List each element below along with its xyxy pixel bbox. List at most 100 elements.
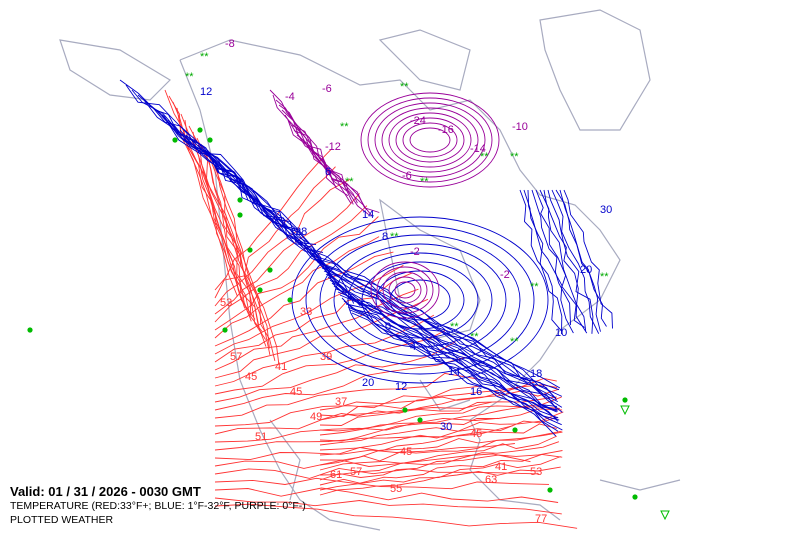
contour-label: 14 (448, 366, 460, 378)
warm-isotherm (214, 503, 578, 529)
contour-label: 37 (335, 396, 347, 408)
cold-isotherm (155, 109, 322, 259)
rain-dot-icon (267, 267, 273, 273)
snow-icon: ** (530, 281, 539, 293)
snow-icon: ** (510, 151, 519, 163)
rain-dot-icon (197, 127, 203, 133)
warm-isotherm (214, 341, 456, 403)
cold-isotherm (563, 189, 613, 329)
contour-label: 63 (485, 474, 497, 486)
contour-label: 16 (470, 386, 482, 398)
warm-isotherm (214, 497, 562, 515)
warm-isotherm (214, 372, 478, 419)
warm-isotherm (319, 456, 561, 491)
contour-label: 45 (245, 371, 257, 383)
warm-isotherm (204, 149, 270, 349)
frigid-isotherm (275, 99, 349, 196)
snow-icon: ** (480, 151, 489, 163)
contour-label: 10 (555, 327, 567, 339)
contour-label: 30 (440, 421, 452, 433)
cold-isotherm (543, 189, 587, 331)
shower-icon (620, 405, 630, 416)
cold-isotherm (125, 84, 301, 231)
shower-icon (660, 510, 670, 521)
coastline (469, 419, 561, 521)
warm-isotherm (319, 416, 559, 451)
contour-labels: 5357453937453341495155576145635377454112… (200, 38, 612, 525)
warm-isotherm (208, 155, 271, 355)
contour-label: 45 (400, 446, 412, 458)
warm-isotherm (214, 385, 480, 427)
rain-dot-icon (237, 197, 243, 203)
contour-label: 49 (310, 411, 322, 423)
contour-label: -8 (225, 38, 235, 50)
warm-isotherm (214, 487, 559, 503)
warm-isotherm (319, 466, 561, 496)
contour-label: -6 (322, 83, 332, 95)
contour-label: 45 (470, 428, 482, 440)
frigid-isotherm (388, 276, 422, 304)
map-caption: Valid: 01 / 31 / 2026 - 0030 GMT TEMPERA… (10, 484, 306, 527)
contour-label: 41 (275, 361, 287, 373)
warm-isotherm (319, 450, 563, 481)
warm-isotherm (214, 314, 435, 387)
cold-isotherm (527, 189, 574, 334)
frigid-isotherm (388, 112, 472, 168)
coastline (179, 39, 621, 421)
temperature-contours (119, 79, 613, 529)
warm-isotherm (319, 423, 557, 456)
rain-dot-icon (172, 137, 178, 143)
frigid-isotherm (287, 119, 367, 211)
frigid-isotherm (394, 281, 416, 299)
rain-dot-icon (207, 137, 213, 143)
cold-isotherm (323, 270, 563, 408)
cold-isotherm (519, 189, 563, 332)
contour-label: 39 (320, 351, 332, 363)
warm-isotherm (196, 137, 266, 340)
frigid-isotherm (376, 266, 434, 314)
warm-isotherm (176, 107, 251, 318)
contour-label: 18 (530, 368, 542, 380)
coastline (269, 419, 301, 501)
contour-label: 4 (410, 341, 416, 353)
coastline (599, 479, 681, 491)
contour-label: 20 (362, 377, 374, 389)
rain-dot-icon (632, 494, 638, 500)
frigid-isotherm (296, 134, 380, 213)
contour-label: 28 (295, 226, 307, 238)
cold-isotherm (351, 312, 557, 437)
contour-label: 6 (325, 166, 331, 178)
contour-label: -2 (410, 246, 420, 258)
contour-label: -4 (285, 91, 295, 103)
contour-label: -6 (402, 170, 412, 182)
warm-isotherm (184, 119, 252, 322)
warm-isotherm (188, 125, 260, 328)
weather-symbols: ** ** ** ** ** ** ** ** ** ** ** ** ** ** (27, 51, 670, 521)
frigid-isotherm (374, 102, 486, 178)
cold-isotherm (523, 189, 563, 335)
cold-isotherm (547, 189, 594, 334)
rain-dot-icon (622, 397, 628, 403)
warm-isotherm (216, 167, 280, 364)
coastline (379, 198, 481, 341)
warm-isotherm (214, 356, 466, 411)
frigid-isotherm (293, 129, 370, 216)
cold-isotherm (559, 189, 607, 327)
warm-isotherm (214, 166, 336, 299)
frigid-isotherm (360, 92, 500, 188)
snow-icon: ** (390, 231, 399, 243)
frigid-isotherm (278, 104, 352, 204)
frigid-isotherm (409, 127, 451, 153)
coastline (419, 379, 471, 411)
contour-label: 77 (535, 513, 547, 525)
warm-isotherm (214, 251, 394, 347)
cold-isotherm (535, 189, 585, 328)
cold-isotherm (343, 300, 560, 421)
frigid-isotherm (382, 271, 428, 309)
contour-label: 45 (290, 386, 302, 398)
frigid-isotherm (402, 122, 458, 158)
contour-label: 55 (390, 483, 402, 495)
rain-dot-icon (547, 487, 553, 493)
cold-isotherm (331, 282, 558, 412)
